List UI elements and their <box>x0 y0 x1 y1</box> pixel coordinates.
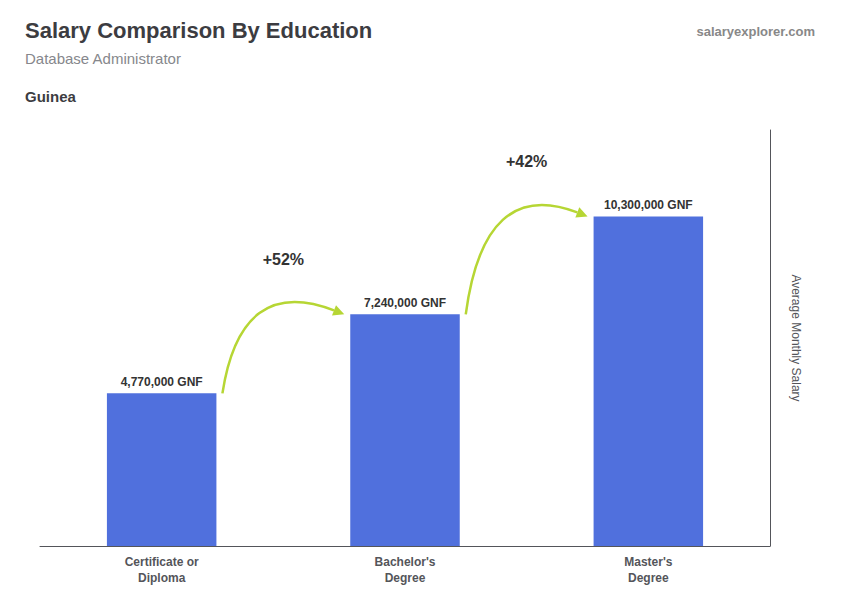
svg-text:Average Monthly Salary: Average Monthly Salary <box>789 274 803 401</box>
svg-text:Master's: Master's <box>624 555 673 569</box>
svg-text:10,300,000 GNF: 10,300,000 GNF <box>604 198 693 212</box>
svg-text:Salary Comparison By Education: Salary Comparison By Education <box>25 18 372 43</box>
svg-text:Certificate or: Certificate or <box>125 555 199 569</box>
svg-text:Degree: Degree <box>628 571 669 585</box>
svg-text:+42%: +42% <box>506 153 547 170</box>
svg-text:Database Administrator: Database Administrator <box>25 50 181 67</box>
svg-text:Degree: Degree <box>385 571 426 585</box>
svg-text:4,770,000 GNF: 4,770,000 GNF <box>121 375 203 389</box>
svg-text:salaryexplorer.com: salaryexplorer.com <box>696 24 815 39</box>
svg-text:+52%: +52% <box>263 251 304 268</box>
svg-text:Bachelor's: Bachelor's <box>375 555 436 569</box>
svg-text:7,240,000 GNF: 7,240,000 GNF <box>364 296 446 310</box>
svg-text:Diploma: Diploma <box>138 571 186 585</box>
svg-text:Guinea: Guinea <box>25 88 77 105</box>
